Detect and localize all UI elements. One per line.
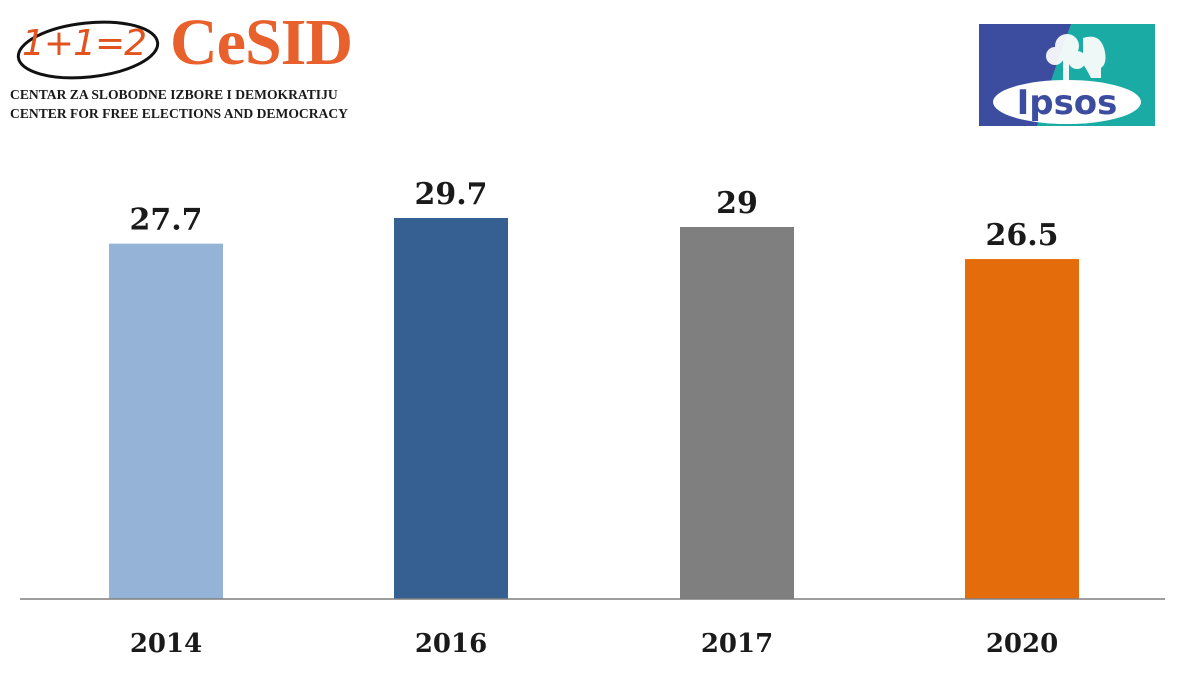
value-label-2016: 29.7 bbox=[414, 177, 487, 212]
bar-2014 bbox=[109, 243, 223, 600]
formula-oval-icon bbox=[16, 20, 160, 80]
cesid-subtitle-serbian: CENTAR ZA SLOBODNE IZBORE I DEMOKRATIJU bbox=[10, 87, 338, 102]
tree-head-icon bbox=[1046, 34, 1106, 82]
ipsos-logo: Ipsos bbox=[979, 24, 1155, 126]
bar-2020 bbox=[965, 259, 1079, 599]
category-label-2017: 2017 bbox=[701, 629, 773, 659]
ipsos-logo-graphic: Ipsos bbox=[979, 24, 1155, 126]
category-label-2020: 2020 bbox=[986, 629, 1058, 659]
cesid-logo: 1+1=2 CeSID CENTAR ZA SLOBODNE IZBORE I … bbox=[8, 10, 378, 126]
ipsos-name: Ipsos bbox=[1017, 83, 1118, 123]
category-label-2014: 2014 bbox=[130, 629, 202, 659]
value-label-2020: 26.5 bbox=[985, 218, 1058, 253]
cesid-name: CeSID bbox=[170, 6, 353, 79]
value-label-2017: 29 bbox=[716, 186, 758, 221]
cesid-formula: 1+1=2 bbox=[22, 23, 147, 64]
bar-2016 bbox=[394, 218, 508, 599]
bar-2017 bbox=[680, 226, 794, 599]
category-label-2016: 2016 bbox=[415, 629, 487, 659]
value-label-2014: 27.7 bbox=[129, 203, 202, 238]
cesid-subtitle-english: CENTER FOR FREE ELECTIONS AND DEMOCRACY bbox=[10, 106, 348, 121]
